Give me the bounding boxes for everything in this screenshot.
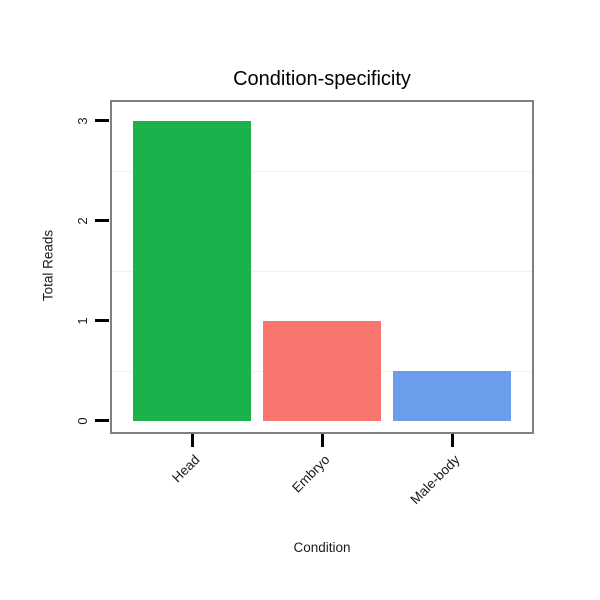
y-tick-label: 2 [74,217,90,225]
plot-area [110,100,534,434]
gridline [112,171,532,172]
x-tick-mark [321,434,324,447]
y-tick-label: 1 [74,317,90,325]
y-axis-title: Total Reads [40,229,56,302]
y-tick-label: 3 [74,117,90,125]
y-tick-mark [95,319,109,322]
y-tick-mark [95,419,109,422]
y-tick-mark [95,219,109,222]
bar-embryo [263,321,381,421]
y-tick-label: 0 [74,417,90,425]
bar-head [133,121,251,421]
chart-title: Condition-specificity [233,68,411,90]
bar-male-body [393,371,511,421]
x-tick-label: Head [169,452,203,486]
gridline [112,271,532,272]
x-axis-title: Condition [293,540,351,555]
x-tick-mark [191,434,194,447]
x-tick-mark [451,434,454,447]
y-tick-mark [95,119,109,122]
